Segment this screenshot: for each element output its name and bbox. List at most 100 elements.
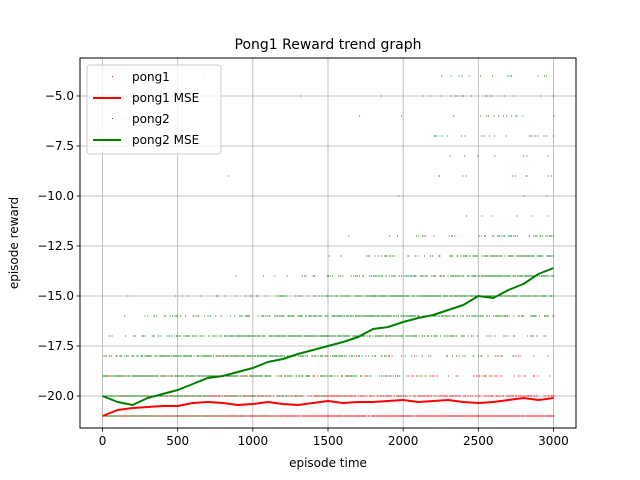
pong2-point: [222, 395, 224, 397]
pong2-point: [552, 275, 554, 277]
pong2-point: [245, 335, 247, 337]
pong1-point: [486, 395, 488, 397]
pong2-point: [108, 375, 110, 377]
pong2-point: [434, 275, 436, 277]
pong2-point: [300, 315, 302, 317]
pong1-point: [337, 395, 339, 397]
pong2-point: [202, 415, 204, 417]
pong1-point: [537, 415, 539, 417]
pong2-point: [545, 235, 547, 237]
pong2-point: [308, 375, 310, 377]
pong2-point: [503, 235, 505, 237]
pong2-point: [274, 275, 276, 277]
pong2-point: [517, 275, 519, 277]
pong1-point: [378, 375, 380, 377]
pong1-point: [347, 415, 349, 417]
pong2-point: [174, 375, 176, 377]
pong2-point: [245, 295, 247, 297]
pong2-point: [220, 415, 222, 417]
pong2-point: [342, 275, 344, 277]
pong2-point: [513, 275, 515, 277]
pong1-point: [444, 395, 446, 397]
pong2-point: [155, 375, 157, 377]
pong2-point: [406, 375, 408, 377]
pong1-point: [543, 395, 545, 397]
pong1-point: [371, 395, 373, 397]
pong1-point: [365, 415, 367, 417]
pong2-point: [531, 315, 533, 317]
pong1-point: [490, 395, 492, 397]
pong1-point: [519, 415, 521, 417]
pong2-point: [135, 415, 137, 417]
pong1-point: [327, 375, 329, 377]
pong2-point: [452, 335, 454, 337]
pong2-point: [108, 335, 110, 337]
pong2-point: [182, 355, 184, 357]
pong2-point: [465, 175, 467, 177]
pong2-point: [307, 355, 309, 357]
pong2-point: [337, 315, 339, 317]
pong2-point: [112, 375, 114, 377]
pong2-point: [422, 275, 424, 277]
pong1-point: [299, 415, 301, 417]
pong1-point: [412, 375, 414, 377]
pong2-point: [259, 335, 261, 337]
pong2-point: [181, 395, 183, 397]
pong2-point: [386, 335, 388, 337]
pong2-point: [318, 295, 320, 297]
pong2-point: [268, 415, 270, 417]
pong2-point: [441, 75, 443, 77]
pong2-point: [165, 315, 167, 317]
pong2-point: [138, 415, 140, 417]
pong1-point: [249, 375, 251, 377]
pong1-point: [238, 395, 240, 397]
pong2-point: [412, 295, 414, 297]
pong2-point: [426, 275, 428, 277]
pong2-point: [190, 355, 192, 357]
x-tick-label: 1500: [313, 434, 344, 448]
pong1-point: [218, 415, 220, 417]
pong2-point: [520, 255, 522, 257]
pong2-point: [179, 375, 181, 377]
pong2-point: [168, 375, 170, 377]
pong2-point: [160, 415, 162, 417]
pong2-point: [368, 315, 370, 317]
pong1-point: [549, 375, 551, 377]
pong1-point: [455, 375, 457, 377]
pong2-point: [232, 335, 234, 337]
pong1-point: [446, 395, 448, 397]
pong2-point: [510, 235, 512, 237]
pong2-point: [468, 295, 470, 297]
pong2-point: [213, 335, 215, 337]
pong2-point: [213, 375, 215, 377]
pong2-point: [244, 355, 246, 357]
pong2-point: [358, 295, 360, 297]
pong2-point: [353, 275, 355, 277]
pong2-point: [149, 375, 151, 377]
pong1-point: [414, 355, 416, 357]
pong2-point: [286, 295, 288, 297]
pong2-point: [263, 315, 265, 317]
pong1-point: [330, 395, 332, 397]
pong2-point: [485, 95, 487, 97]
pong1-point: [498, 355, 500, 357]
pong2-point: [443, 335, 445, 337]
pong2-point: [176, 315, 178, 317]
pong2-point: [461, 295, 463, 297]
pong2-point: [250, 375, 252, 377]
pong2-point: [197, 415, 199, 417]
pong2-point: [386, 315, 388, 317]
pong2-point: [165, 375, 167, 377]
pong2-point: [107, 415, 109, 417]
pong1-point: [295, 395, 297, 397]
pong2-point: [231, 335, 233, 337]
pong2-point: [189, 415, 191, 417]
pong2-point: [286, 395, 288, 397]
pong2-point: [482, 315, 484, 317]
pong2-point: [549, 255, 551, 257]
pong2-point: [305, 355, 307, 357]
pong2-point: [452, 255, 453, 257]
pong2-point: [235, 295, 237, 297]
pong1-point: [379, 395, 381, 397]
pong2-point: [118, 415, 120, 417]
